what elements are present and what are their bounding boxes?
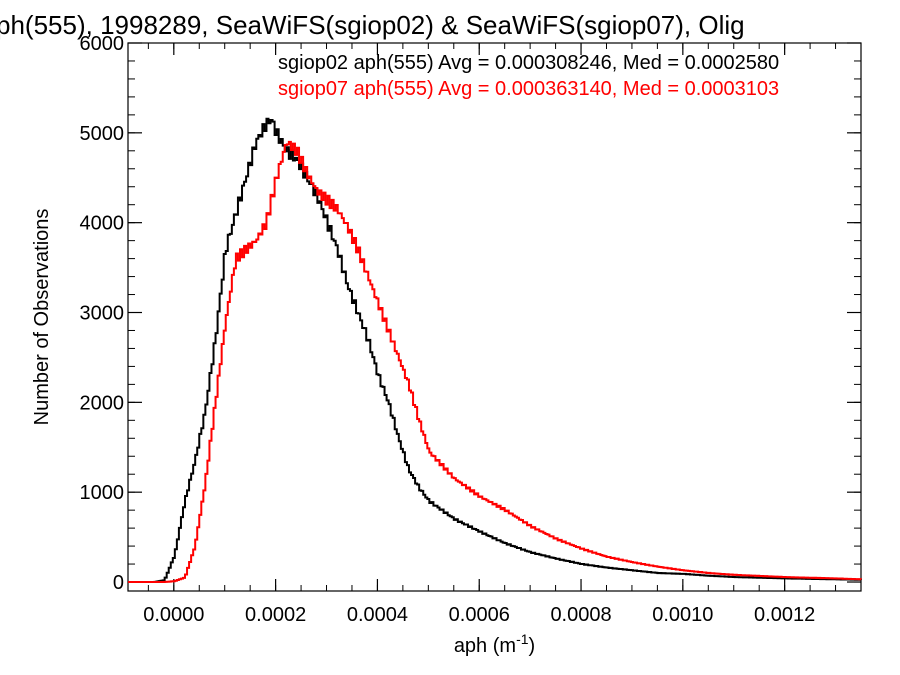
legend: sgiop02 aph(555) Avg = 0.000308246, Med …: [278, 52, 779, 100]
series-line-1: [128, 117, 862, 584]
chart-title: ph(555), 1998289, SeaWiFS(sgiop02) & Sea…: [0, 10, 745, 40]
y-tick-label: 1000: [80, 482, 125, 504]
y-tick-label: 6000: [80, 33, 125, 55]
x-tick-label: 0.0012: [754, 604, 815, 626]
x-tick-label: 0.0010: [652, 604, 713, 626]
series-layer: [128, 117, 862, 584]
y-axis-ticks: 0 1000 2000 3000 4000 5000 6000: [80, 33, 861, 594]
y-axis-label: Number of Observations: [31, 209, 53, 426]
x-tick-label: 0.0006: [449, 604, 510, 626]
x-tick-label: 0.0004: [347, 604, 408, 626]
series-line-2: [128, 140, 862, 584]
plot-frame: [127, 42, 862, 592]
y-tick-label: 4000: [80, 213, 125, 235]
x-tick-label: 0.0000: [143, 604, 204, 626]
x-tick-label: 0.0002: [245, 604, 306, 626]
x-tick-label: 0.0008: [550, 604, 611, 626]
legend-entry-1: sgiop02 aph(555) Avg = 0.000308246, Med …: [278, 52, 779, 74]
legend-entry-2: sgiop07 aph(555) Avg = 0.000363140, Med …: [278, 78, 779, 100]
y-tick-label: 2000: [80, 392, 125, 414]
y-tick-label: 0: [113, 572, 124, 594]
y-tick-label: 5000: [80, 123, 125, 145]
y-tick-label: 3000: [80, 303, 125, 325]
x-axis-ticks: 0.0000 0.0002 0.0004 0.0006 0.0008 0.0010 0.00…: [143, 43, 862, 626]
x-axis-label: aph (m-1): [454, 631, 535, 657]
